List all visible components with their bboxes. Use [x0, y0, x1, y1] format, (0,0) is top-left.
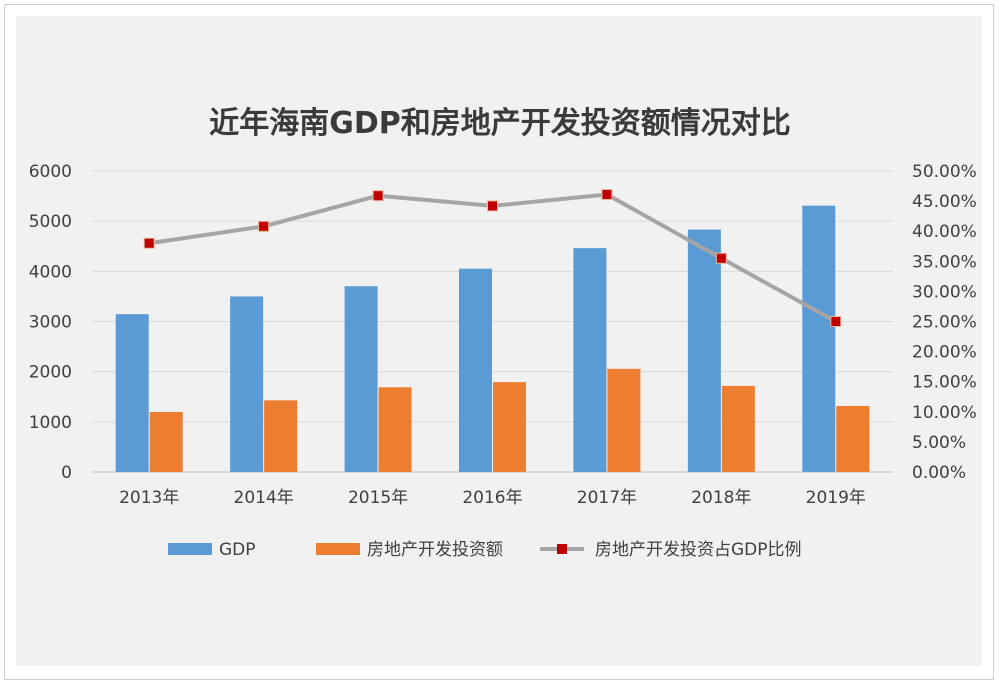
legend-swatch	[168, 543, 212, 555]
legend-swatch-marker	[557, 544, 567, 554]
y-left-tick-label: 3000	[29, 313, 72, 333]
ratio-point-marker	[601, 188, 613, 200]
x-tick-label: 2016年	[462, 488, 522, 508]
ratio-point-marker	[372, 190, 384, 202]
legend-label: 房地产开发投资占GDP比例	[595, 540, 802, 560]
y-right-tick-label: 45.00%	[912, 192, 977, 212]
y-left-tick-label: 1000	[29, 413, 72, 433]
gdp-bar	[573, 248, 607, 472]
y-right-tick-label: 35.00%	[912, 252, 977, 272]
y-left-tick-label: 2000	[29, 363, 72, 383]
ratio-line	[143, 188, 842, 327]
x-tick-label: 2017年	[577, 488, 637, 508]
x-tick-label: 2015年	[348, 488, 408, 508]
gdp-bar	[459, 268, 492, 472]
gridlines	[92, 170, 893, 473]
x-tick-label: 2014年	[234, 488, 294, 508]
gdp-bar	[344, 286, 378, 472]
y-left-tick-label: 0	[61, 463, 72, 483]
x-tick-label: 2018年	[691, 488, 751, 508]
y-right-tick-label: 25.00%	[912, 313, 977, 333]
y-left-tick-label: 5000	[29, 212, 72, 232]
investment-bar	[607, 368, 641, 472]
y-right-tick-label: 0.00%	[912, 463, 966, 483]
investment-bar	[493, 382, 526, 472]
y-right-tick-label: 5.00%	[912, 433, 966, 453]
y-left-tick-label: 6000	[29, 162, 72, 182]
ratio-point-marker	[830, 316, 842, 327]
chart-title: 近年海南GDP和房地产开发投资额情况对比	[209, 106, 791, 141]
legend-label: GDP	[219, 540, 256, 560]
y-right-tick-label: 15.00%	[912, 373, 977, 393]
legend-label: 房地产开发投资额	[367, 540, 503, 560]
x-tick-label: 2013年	[119, 488, 179, 508]
investment-bar	[378, 387, 412, 472]
ratio-point-marker	[143, 237, 155, 249]
investment-bar	[721, 385, 755, 472]
investment-bar	[836, 405, 870, 472]
investment-bar	[264, 400, 298, 472]
legend-swatch	[316, 543, 360, 555]
legend: GDP 房地产开发投资额 房地产开发投资占GDP比例	[168, 540, 802, 560]
y-right-tick-label: 40.00%	[912, 222, 977, 242]
ratio-point-marker	[487, 200, 498, 212]
bars	[115, 205, 870, 472]
y-right-tick-label: 20.00%	[912, 343, 977, 363]
gdp-bar	[802, 205, 836, 472]
axes: 0 1000 2000 3000 4000 5000 6000 0.00% 5.00% 10.00…	[29, 162, 977, 508]
y-right-tick-label: 10.00%	[912, 403, 977, 423]
y-right-tick-label: 30.00%	[912, 282, 977, 302]
investment-bar	[149, 412, 183, 472]
y-left-tick-label: 4000	[29, 262, 72, 282]
y-right-tick-label: 50.00%	[912, 162, 977, 182]
ratio-point-marker	[258, 220, 270, 232]
x-tick-label: 2019年	[806, 488, 866, 508]
gdp-bar	[115, 314, 149, 472]
ratio-point-marker	[715, 252, 727, 264]
gdp-bar	[230, 296, 264, 472]
gdp-bar	[687, 229, 721, 472]
